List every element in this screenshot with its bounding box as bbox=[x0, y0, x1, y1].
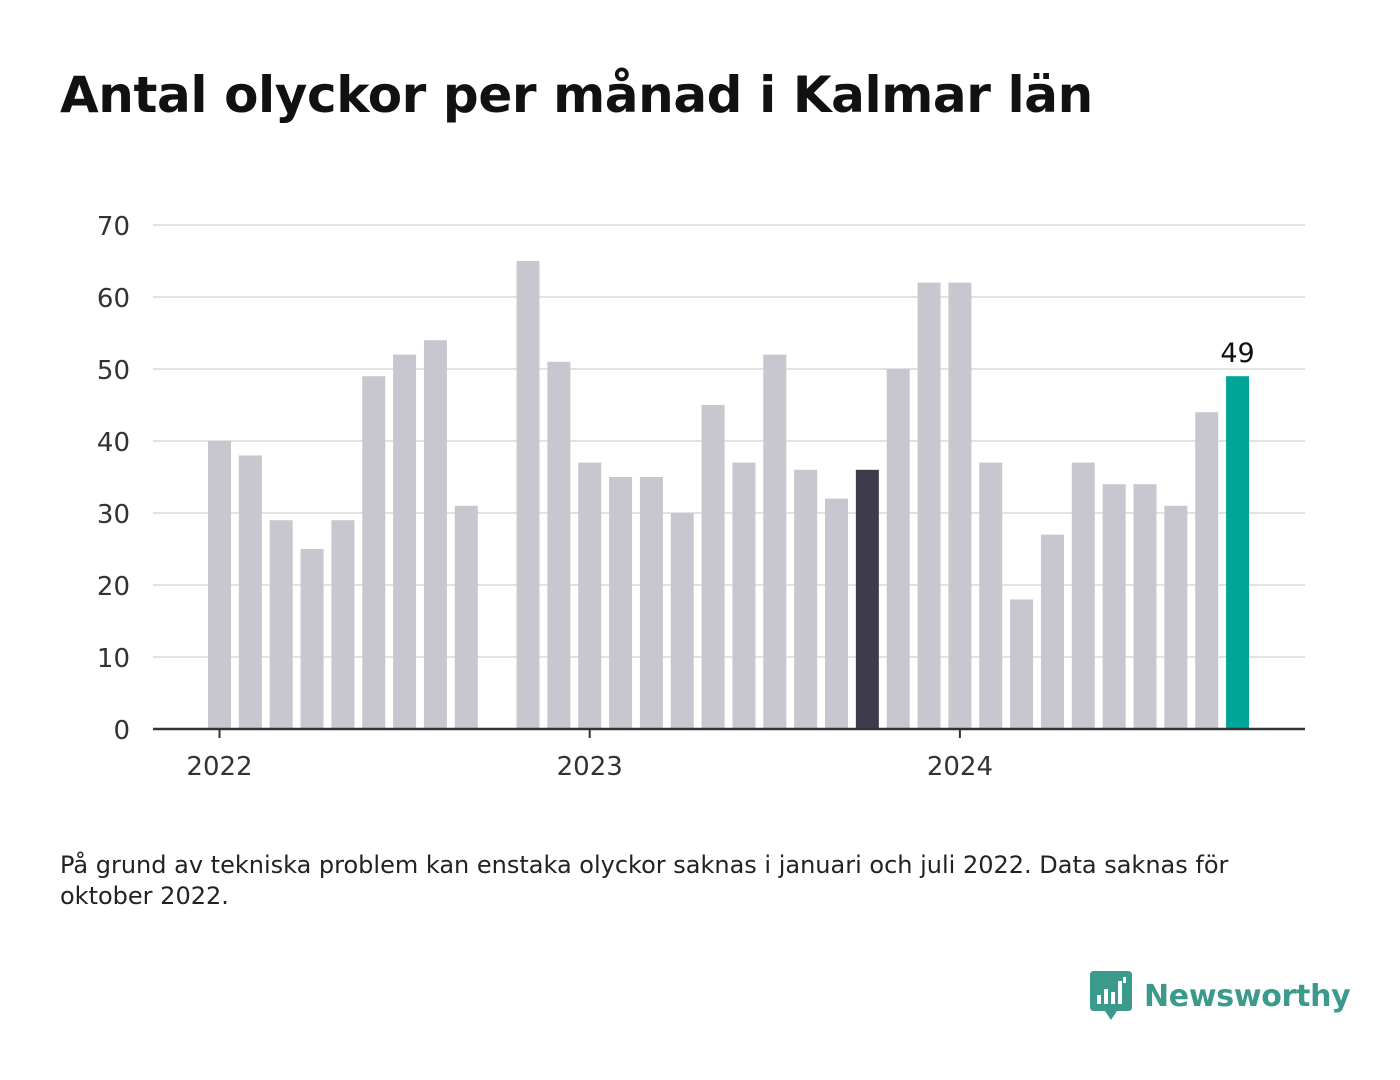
y-tick-label: 60 bbox=[97, 284, 130, 314]
brand-name: Newsworthy bbox=[1144, 978, 1351, 1014]
bar-2023-09 bbox=[825, 498, 848, 729]
bar-2023-08 bbox=[794, 469, 818, 729]
newsworthy-logo-icon bbox=[1090, 971, 1132, 1020]
data-label: 49 bbox=[1220, 338, 1254, 369]
bar-2023-10 bbox=[855, 469, 879, 729]
bar-2023-01 bbox=[578, 462, 602, 729]
bar-2023-06 bbox=[732, 462, 756, 729]
bar-2024-10 bbox=[1226, 376, 1250, 729]
y-tick-label: 10 bbox=[97, 644, 130, 674]
x-tick-label: 2022 bbox=[186, 752, 252, 782]
bar-2024-07 bbox=[1133, 484, 1157, 729]
bar-2022-02 bbox=[238, 455, 262, 729]
chart-footnote: På grund av tekniska problem kan enstaka… bbox=[60, 851, 1229, 910]
y-tick-label: 50 bbox=[97, 356, 130, 386]
bar-2022-04 bbox=[300, 549, 324, 729]
y-tick-label: 20 bbox=[97, 572, 130, 602]
x-tick-label: 2024 bbox=[927, 752, 993, 782]
bar-2022-07 bbox=[393, 354, 417, 729]
bar-2023-05 bbox=[701, 405, 725, 729]
bar-2023-07 bbox=[763, 354, 787, 729]
brand-logo: Newsworthy bbox=[1090, 970, 1351, 1022]
y-tick-label: 0 bbox=[113, 716, 130, 746]
bar-2023-12 bbox=[917, 282, 941, 729]
bar-2024-08 bbox=[1164, 505, 1188, 729]
bar-2022-12 bbox=[547, 361, 571, 729]
y-tick-label: 40 bbox=[97, 428, 130, 458]
chart-title: Antal olyckor per månad i Kalmar län bbox=[60, 66, 1093, 124]
bar-2024-02 bbox=[979, 462, 1003, 729]
bar-2023-03 bbox=[639, 477, 663, 729]
bar-2022-08 bbox=[423, 340, 447, 729]
bar-2024-04 bbox=[1040, 534, 1064, 729]
bar-2024-01 bbox=[948, 282, 972, 729]
bar-2024-05 bbox=[1071, 462, 1095, 729]
bar-2023-04 bbox=[670, 513, 694, 729]
bar-2024-03 bbox=[1010, 599, 1034, 729]
bar-2022-01 bbox=[208, 441, 231, 729]
bar-2022-06 bbox=[362, 376, 386, 729]
bar-2022-11 bbox=[516, 261, 540, 729]
bar-2022-03 bbox=[269, 520, 293, 729]
x-tick-label: 2023 bbox=[557, 752, 623, 782]
bar-2024-09 bbox=[1195, 412, 1219, 729]
bar-2022-05 bbox=[331, 520, 355, 729]
bar-2024-06 bbox=[1102, 484, 1126, 729]
bar-2023-11 bbox=[886, 369, 910, 729]
y-tick-label: 30 bbox=[97, 500, 130, 530]
bar-2023-02 bbox=[609, 477, 633, 729]
bar-2022-09 bbox=[454, 505, 478, 729]
y-tick-label: 70 bbox=[97, 212, 130, 242]
